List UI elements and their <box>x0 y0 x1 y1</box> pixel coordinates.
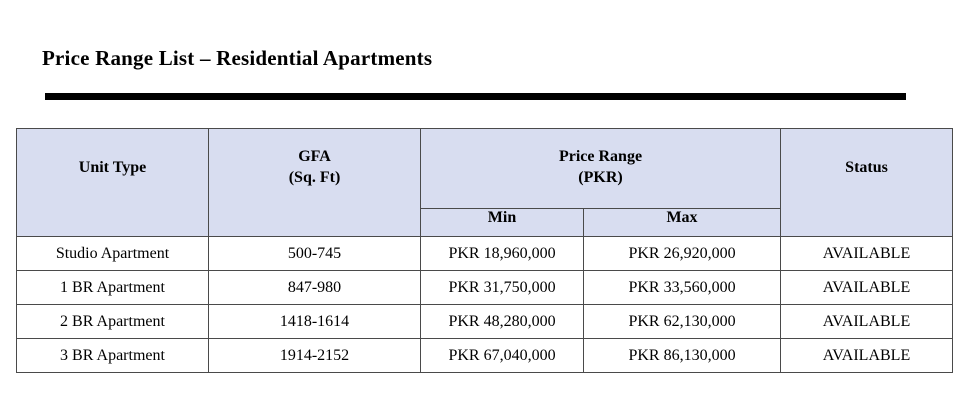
header-gfa: GFA (Sq. Ft) <box>208 128 421 237</box>
header-row-minmax: Min Max <box>17 208 953 237</box>
header-price-range-label-line2: (PKR) <box>578 169 623 186</box>
title-underline-rule <box>45 93 906 100</box>
cell-price-min: PKR 18,960,000 <box>420 236 584 271</box>
cell-price-min: PKR 48,280,000 <box>420 304 584 339</box>
header-gfa-label-line2: (Sq. Ft) <box>288 169 341 186</box>
header-status: Status <box>780 128 954 237</box>
cell-unit-type: 1 BR Apartment <box>16 270 209 305</box>
header-price-range: Price Range (PKR) <box>419 128 782 209</box>
cell-gfa: 847-980 <box>208 270 421 305</box>
cell-gfa: 500-745 <box>208 236 421 271</box>
header-min-label: Min <box>487 209 517 227</box>
cell-price-min: PKR 67,040,000 <box>420 338 584 373</box>
cell-unit-type: 2 BR Apartment <box>16 304 209 339</box>
header-gfa-label-line1: GFA <box>298 148 331 166</box>
table-row-1br-apartment: 1 BR Apartment 847-980 PKR 31,750,000 PK… <box>16 270 954 305</box>
table-row-3br-apartment: 3 BR Apartment 1914-2152 PKR 67,040,000 … <box>16 338 954 373</box>
header-row-main: Unit Type GFA (Sq. Ft) Price Range (PKR)… <box>16 128 954 237</box>
header-max: Max <box>582 208 782 237</box>
price-range-table: Unit Type GFA (Sq. Ft) Price Range (PKR)… <box>16 128 954 373</box>
cell-status: AVAILABLE <box>780 236 954 271</box>
page-title: Price Range List – Residential Apartment… <box>42 46 433 70</box>
header-status-label: Status <box>845 158 888 176</box>
cell-status: AVAILABLE <box>780 338 954 373</box>
header-unit-type-label: Unit Type <box>78 158 147 176</box>
header-price-range-label-line1: Price Range <box>558 148 643 166</box>
table-row-2br-apartment: 2 BR Apartment 1418-1614 PKR 48,280,000 … <box>16 304 954 339</box>
cell-gfa: 1914-2152 <box>208 338 421 373</box>
cell-status: AVAILABLE <box>780 270 954 305</box>
cell-price-max: PKR 62,130,000 <box>582 304 782 339</box>
cell-price-min: PKR 31,750,000 <box>420 270 584 305</box>
cell-unit-type: 3 BR Apartment <box>16 338 209 373</box>
cell-price-max: PKR 26,920,000 <box>582 236 782 271</box>
header-max-label: Max <box>666 209 698 227</box>
cell-gfa: 1418-1614 <box>208 304 421 339</box>
cell-price-max: PKR 33,560,000 <box>582 270 782 305</box>
header-min: Min <box>420 208 584 237</box>
price-table-container: Unit Type GFA (Sq. Ft) Price Range (PKR)… <box>16 128 954 373</box>
table-row-studio-apartment: Studio Apartment 500-745 PKR 18,960,000 … <box>16 236 954 271</box>
header-unit-type: Unit Type <box>16 128 209 237</box>
cell-unit-type: Studio Apartment <box>16 236 209 271</box>
cell-status: AVAILABLE <box>780 304 954 339</box>
cell-price-max: PKR 86,130,000 <box>582 338 782 373</box>
